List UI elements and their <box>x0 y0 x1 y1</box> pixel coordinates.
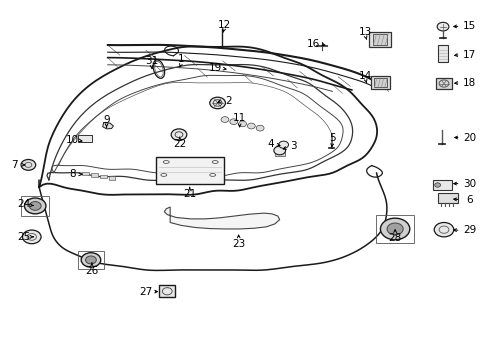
Text: 13: 13 <box>358 27 372 37</box>
Text: 19: 19 <box>208 63 222 73</box>
Circle shape <box>29 202 41 210</box>
Circle shape <box>434 183 440 187</box>
Text: 23: 23 <box>231 239 245 249</box>
Text: 21: 21 <box>183 189 196 199</box>
Text: 9: 9 <box>103 114 110 125</box>
Text: 30: 30 <box>462 179 475 189</box>
Bar <box>78 251 103 269</box>
Bar <box>21 195 49 216</box>
Text: 3: 3 <box>289 141 296 151</box>
Text: 29: 29 <box>462 225 475 235</box>
Circle shape <box>24 198 46 214</box>
Bar <box>373 78 386 87</box>
Text: 28: 28 <box>387 233 401 243</box>
Circle shape <box>21 159 36 170</box>
Text: 25: 25 <box>17 232 30 242</box>
Text: 15: 15 <box>462 21 475 31</box>
Text: 20: 20 <box>462 132 475 143</box>
Text: 5: 5 <box>328 132 335 143</box>
Bar <box>370 76 389 89</box>
Text: 12: 12 <box>217 20 230 30</box>
Text: 4: 4 <box>266 139 273 149</box>
Bar <box>375 215 413 243</box>
Bar <box>372 34 386 45</box>
Bar <box>108 176 115 180</box>
Text: 16: 16 <box>305 39 319 49</box>
Bar <box>91 173 98 177</box>
Polygon shape <box>102 122 113 129</box>
Bar <box>82 172 89 175</box>
Text: 17: 17 <box>462 50 475 60</box>
Bar <box>274 152 284 156</box>
Circle shape <box>221 117 228 122</box>
Text: 7: 7 <box>11 160 18 170</box>
Circle shape <box>247 123 255 129</box>
Bar <box>368 32 390 47</box>
Bar <box>159 285 175 297</box>
Circle shape <box>81 253 101 267</box>
Bar <box>432 180 451 190</box>
Text: 22: 22 <box>173 139 186 149</box>
Text: 10: 10 <box>66 135 79 145</box>
Text: 24: 24 <box>17 199 30 210</box>
Text: 6: 6 <box>465 195 472 205</box>
Circle shape <box>436 22 448 31</box>
Bar <box>437 193 457 203</box>
Polygon shape <box>164 207 279 229</box>
Bar <box>435 78 451 89</box>
Text: 11: 11 <box>232 113 246 123</box>
Circle shape <box>380 218 409 240</box>
Text: 1: 1 <box>177 54 184 64</box>
Text: 27: 27 <box>139 287 152 297</box>
Circle shape <box>209 97 225 109</box>
Bar <box>437 45 447 62</box>
Circle shape <box>85 256 96 264</box>
Text: 2: 2 <box>225 96 232 106</box>
Circle shape <box>171 129 186 140</box>
Text: 26: 26 <box>85 266 99 276</box>
Circle shape <box>238 121 246 127</box>
Circle shape <box>278 141 288 148</box>
Circle shape <box>256 125 264 131</box>
Text: 14: 14 <box>358 71 372 81</box>
Bar <box>100 175 106 178</box>
Circle shape <box>386 223 402 235</box>
Circle shape <box>22 230 41 244</box>
Bar <box>155 157 224 184</box>
Circle shape <box>229 119 237 125</box>
Circle shape <box>273 146 285 155</box>
Text: 18: 18 <box>462 78 475 88</box>
Bar <box>78 135 92 142</box>
Text: 31: 31 <box>144 56 158 66</box>
Text: 8: 8 <box>69 168 76 179</box>
Circle shape <box>433 222 453 237</box>
